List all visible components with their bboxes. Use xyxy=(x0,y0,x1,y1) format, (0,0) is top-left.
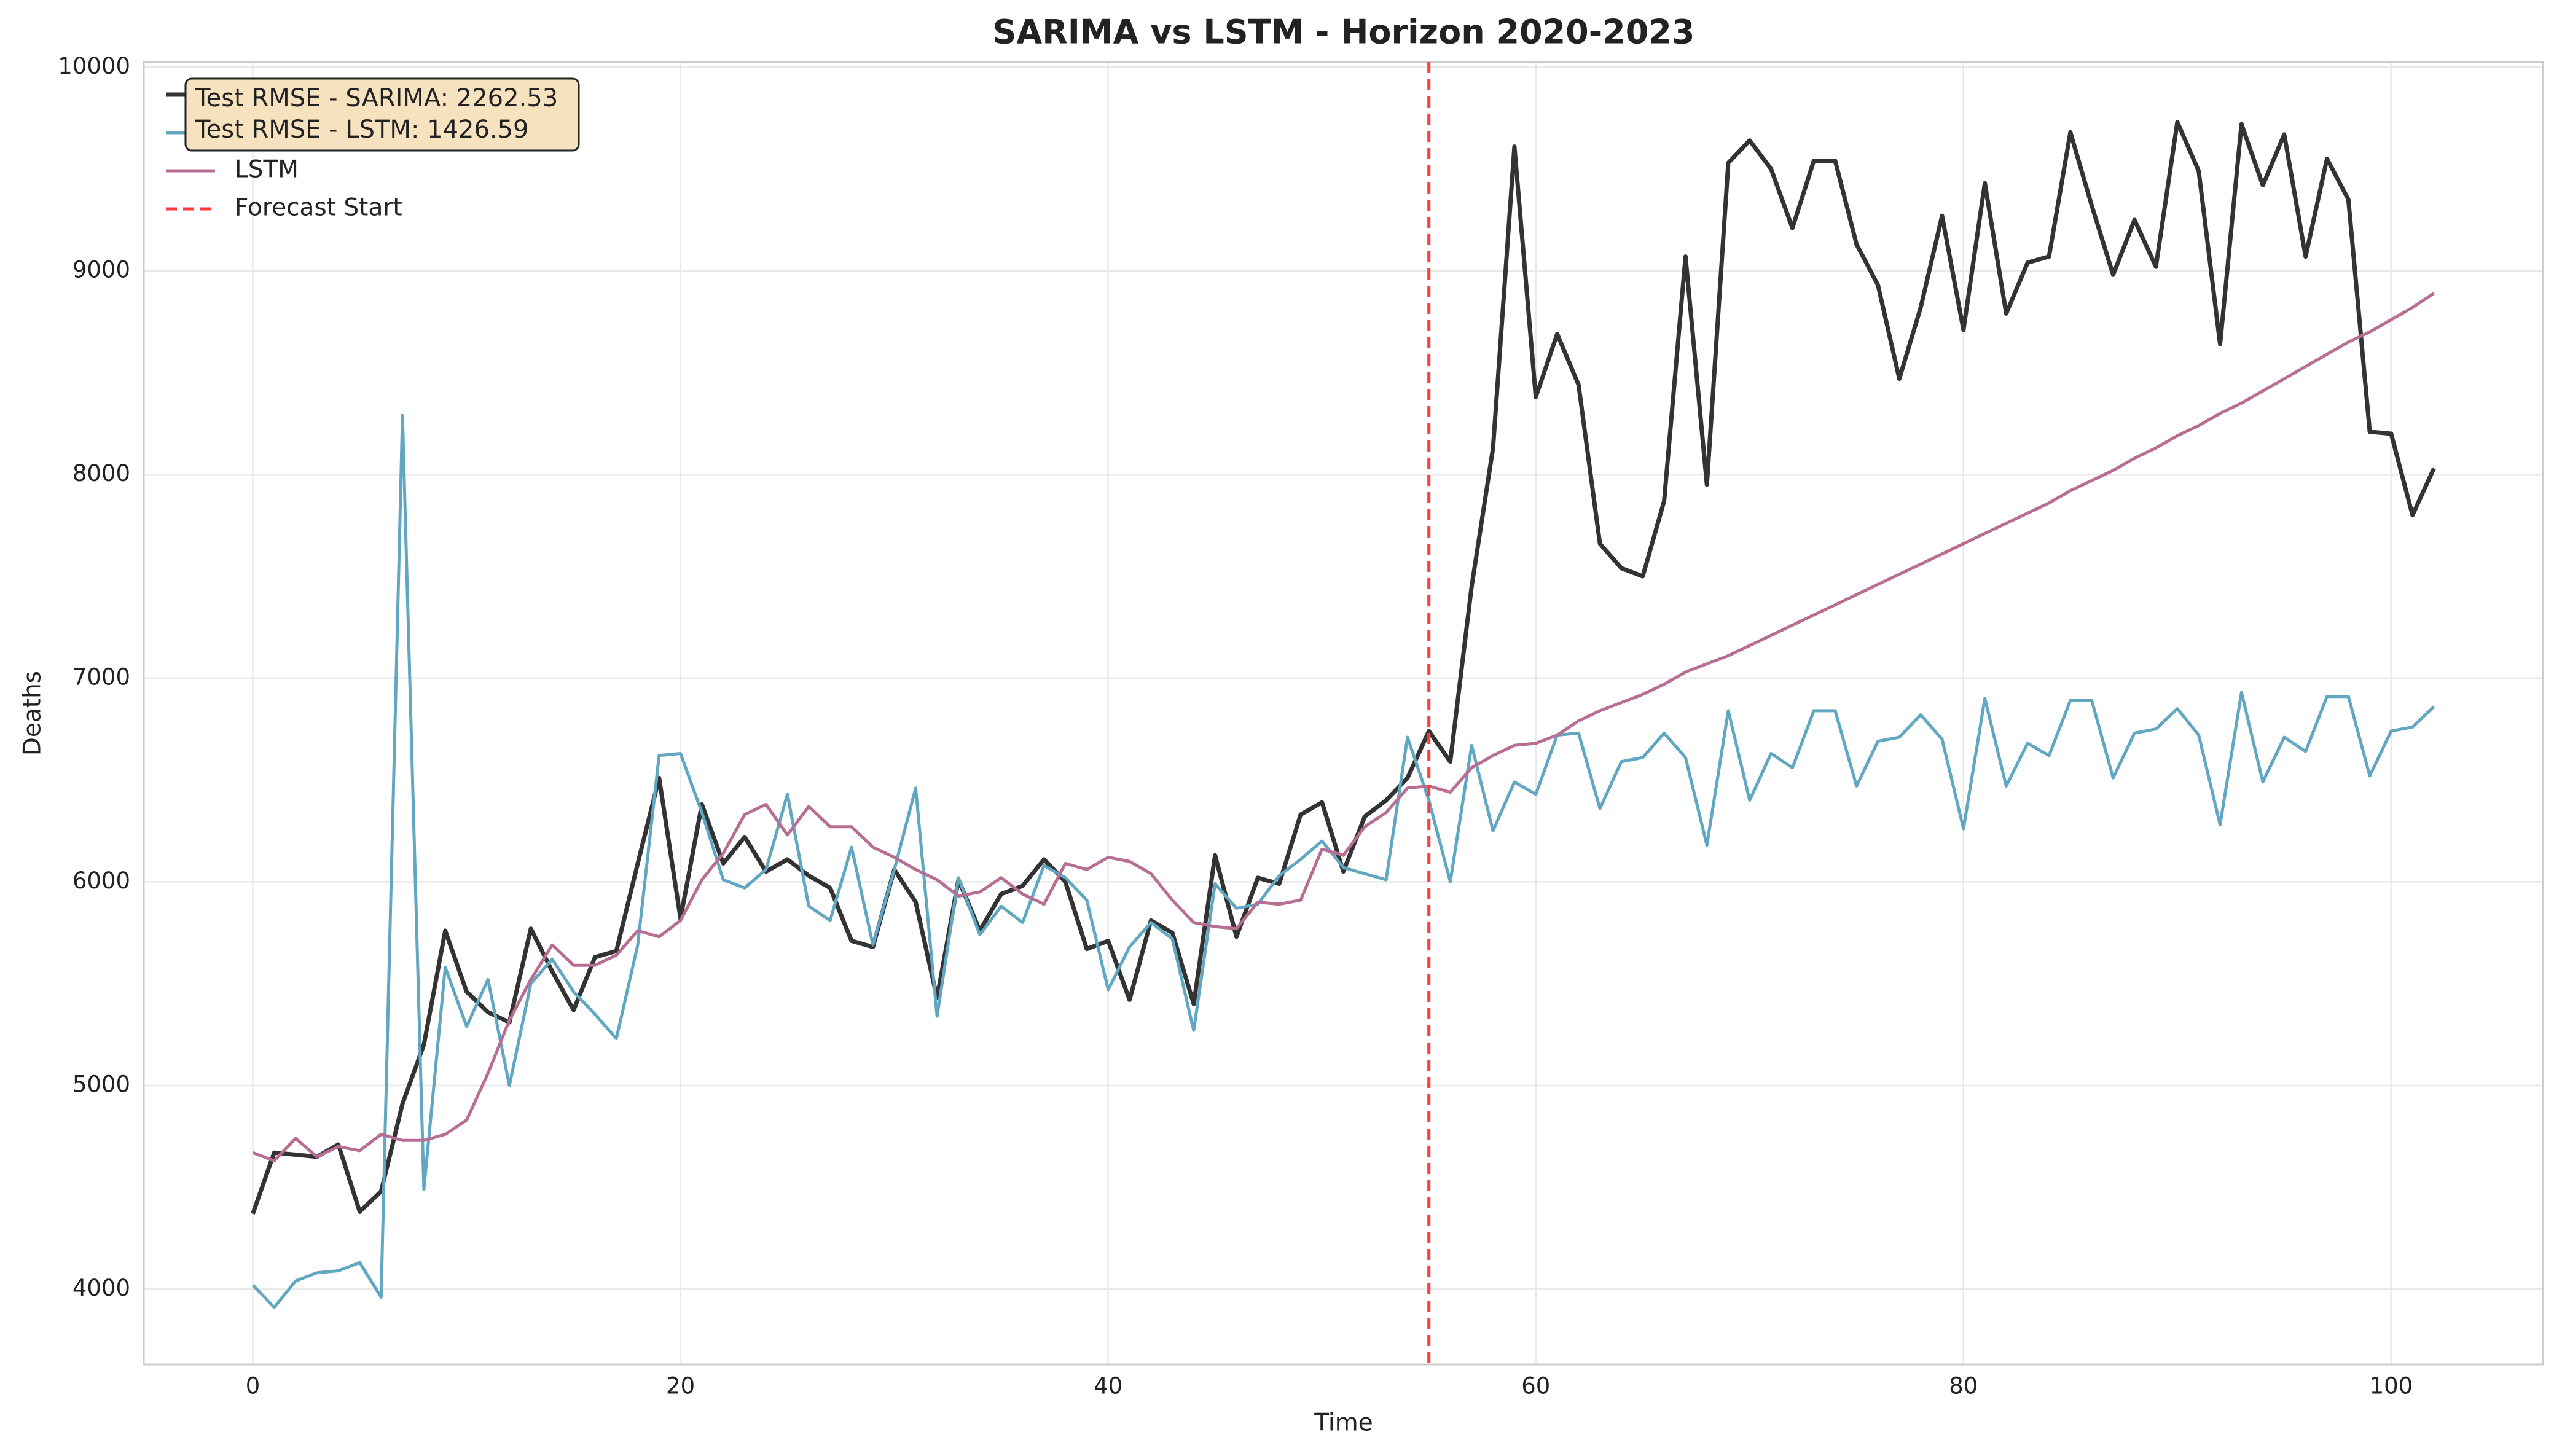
y-tick-label: 9000 xyxy=(72,256,130,283)
y-tick-label: 7000 xyxy=(72,663,130,690)
annotation-box xyxy=(184,77,580,152)
chart-title: SARIMA vs LSTM - Horizon 2020-2023 xyxy=(993,13,1695,52)
series-line xyxy=(251,120,2436,1215)
y-tick-label: 5000 xyxy=(72,1071,130,1097)
x-tick-label: 0 xyxy=(246,1373,261,1399)
y-tick-label: 8000 xyxy=(72,460,130,487)
x-tick-label: 20 xyxy=(666,1373,695,1399)
legend-label: LSTM xyxy=(235,156,299,184)
y-tick-label: 4000 xyxy=(72,1275,130,1301)
x-tick-label: 40 xyxy=(1094,1373,1122,1399)
y-tick-label: 6000 xyxy=(72,867,130,894)
x-axis-label: Time xyxy=(1314,1409,1373,1437)
annotation-text: Test RMSE - LSTM: 1426.59 xyxy=(195,115,529,144)
legend-label: Forecast Start xyxy=(235,194,402,222)
x-tick-label: 100 xyxy=(2370,1373,2413,1399)
plot-frame xyxy=(143,61,2544,1366)
y-tick-label: 10000 xyxy=(58,53,130,79)
y-axis-label: Deaths xyxy=(19,671,47,756)
series-line xyxy=(251,413,2435,1309)
x-tick-label: 60 xyxy=(1521,1373,1550,1399)
series-line xyxy=(252,292,2435,1162)
annotation-text: Test RMSE - SARIMA: 2262.53 xyxy=(195,84,558,112)
x-tick-label: 80 xyxy=(1949,1373,1978,1399)
